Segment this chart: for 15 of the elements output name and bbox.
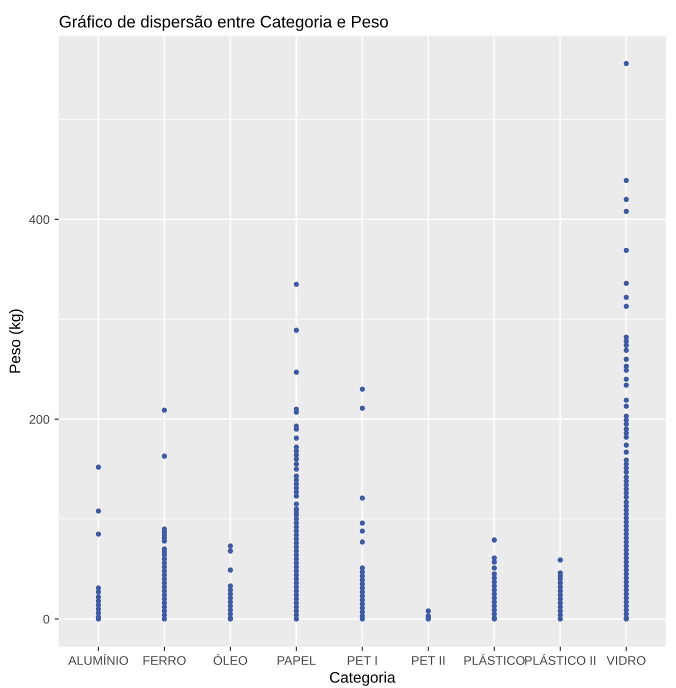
x-tick-label: ALUMÍNIO	[68, 654, 128, 665]
y-axis-title: Peso (kg)	[9, 310, 24, 373]
chart-title: Gráfico de dispersão entre Categoria e Peso	[60, 15, 388, 31]
x-tick-label: PLÁSTICO II	[525, 654, 596, 665]
x-axis-title: Categoria	[330, 672, 396, 686]
x-tick-label: PET I	[348, 656, 377, 665]
x-tick-label: FERRO	[144, 656, 186, 665]
x-tick-label: PET II	[412, 656, 444, 665]
x-tick-label: PLÁSTICO	[464, 654, 525, 665]
y-tick-label: 400	[29, 215, 50, 224]
x-tick-label: VIDRO	[606, 656, 646, 665]
y-tick-label: 0	[43, 614, 50, 624]
y-tick-label: 200	[30, 414, 50, 424]
x-tick-label: ÓLEO	[214, 654, 248, 665]
x-tick-label: PAPEL	[278, 656, 316, 665]
